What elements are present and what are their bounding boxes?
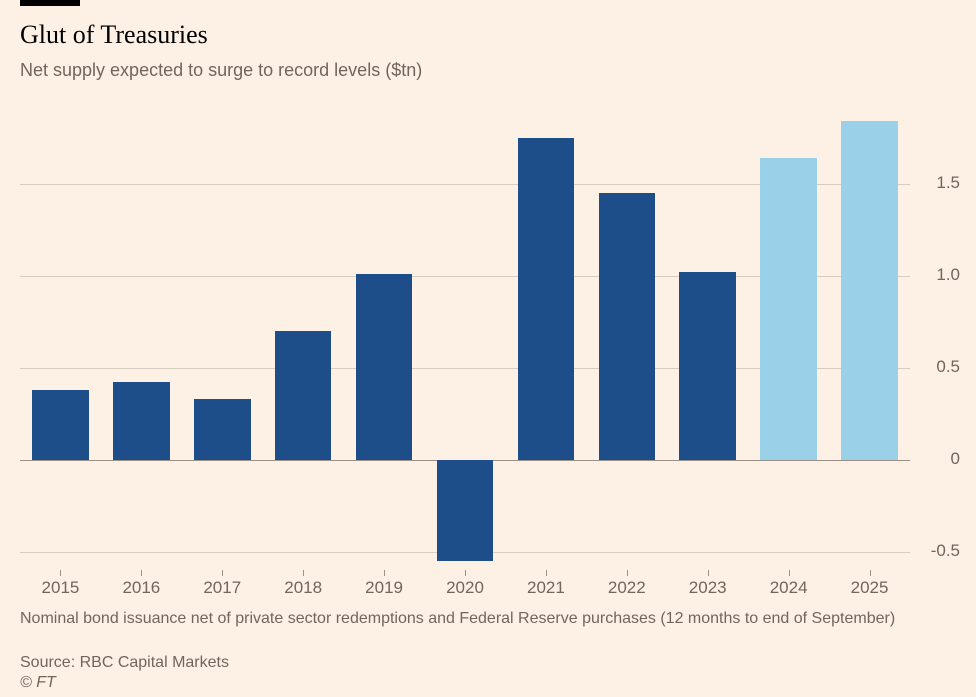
- x-tick: [465, 570, 466, 576]
- bar: [841, 121, 898, 460]
- x-tick-label: 2020: [446, 578, 484, 598]
- x-tick: [303, 570, 304, 576]
- bar: [679, 272, 736, 460]
- x-tick-label: 2016: [122, 578, 160, 598]
- x-tick-label: 2017: [203, 578, 241, 598]
- chart-title: Glut of Treasuries: [20, 20, 208, 50]
- x-tick-label: 2023: [689, 578, 727, 598]
- copyright: © FT: [20, 674, 56, 692]
- x-tick-label: 2021: [527, 578, 565, 598]
- x-tick-label: 2025: [851, 578, 889, 598]
- x-tick-label: 2018: [284, 578, 322, 598]
- y-tick-label: -0.5: [920, 541, 960, 561]
- bar: [194, 399, 251, 460]
- x-tick-label: 2024: [770, 578, 808, 598]
- x-tick: [222, 570, 223, 576]
- chart-subtitle: Net supply expected to surge to record l…: [20, 60, 422, 81]
- y-tick-label: 1.5: [920, 173, 960, 193]
- bar: [518, 138, 575, 460]
- footnote-description: Nominal bond issuance net of private sec…: [20, 608, 895, 630]
- tab-indicator: [20, 0, 80, 6]
- y-tick-label: 0.5: [920, 357, 960, 377]
- x-tick-label: 2022: [608, 578, 646, 598]
- bar: [437, 460, 494, 561]
- x-tick: [141, 570, 142, 576]
- x-tick: [708, 570, 709, 576]
- x-tick: [870, 570, 871, 576]
- y-tick-label: 1.0: [920, 265, 960, 285]
- footnote-source: Source: RBC Capital Markets: [20, 652, 229, 674]
- bar: [760, 158, 817, 460]
- x-tick-label: 2019: [365, 578, 403, 598]
- bar-chart: [20, 110, 910, 570]
- x-tick: [627, 570, 628, 576]
- x-tick: [789, 570, 790, 576]
- x-tick: [546, 570, 547, 576]
- x-tick-label: 2015: [42, 578, 80, 598]
- x-tick: [60, 570, 61, 576]
- bar: [275, 331, 332, 460]
- bar: [599, 193, 656, 460]
- x-tick: [384, 570, 385, 576]
- y-tick-label: 0: [920, 449, 960, 469]
- bar: [113, 382, 170, 459]
- bar: [356, 274, 413, 460]
- bar: [32, 390, 89, 460]
